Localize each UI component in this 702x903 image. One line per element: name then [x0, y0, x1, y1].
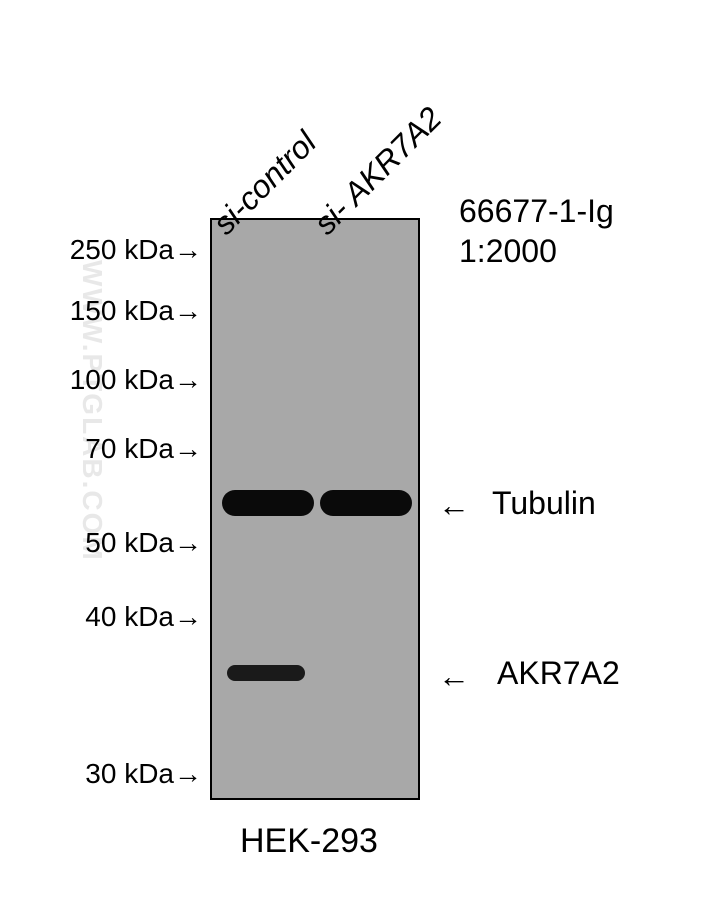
mw-marker: 100 kDa→	[70, 364, 202, 396]
cell-line-label: HEK-293	[240, 822, 378, 861]
western-blot-figure: WWW.PTGLAB.COM si-control si- AKR7A2 250…	[0, 0, 702, 903]
mw-marker: 250 kDa→	[70, 234, 202, 266]
mw-marker: 150 kDa→	[70, 295, 202, 327]
band-tubulin-lane2	[320, 490, 412, 516]
band-target-lane1	[227, 665, 305, 681]
mw-marker: 30 kDa→	[85, 758, 202, 790]
band-tubulin-lane1	[222, 490, 314, 516]
arrow-target: ←	[438, 658, 470, 695]
label-target: AKR7A2	[497, 655, 620, 692]
antibody-catalog: 66677-1-Ig	[459, 193, 614, 230]
antibody-dilution: 1:2000	[459, 233, 557, 270]
mw-marker: 40 kDa→	[85, 601, 202, 633]
mw-marker: 70 kDa→	[85, 433, 202, 465]
mw-marker: 50 kDa→	[85, 527, 202, 559]
arrow-tubulin: ←	[438, 487, 470, 524]
label-tubulin: Tubulin	[492, 485, 596, 522]
